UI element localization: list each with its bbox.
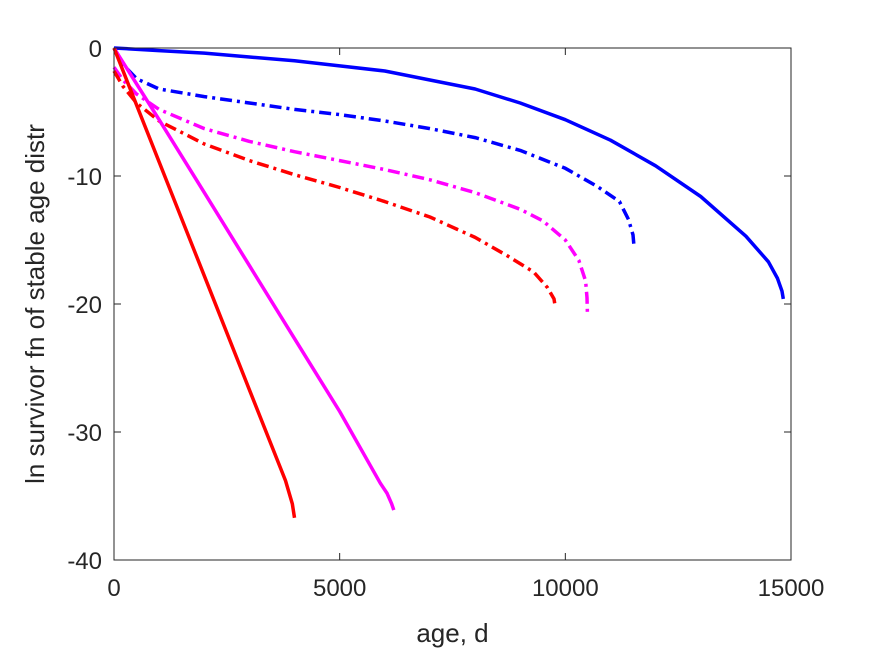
x-tick-label: 10000 (532, 575, 599, 602)
x-tick-label: 0 (107, 575, 120, 602)
x-tick-label: 15000 (758, 575, 825, 602)
y-tick-label: -20 (67, 292, 102, 319)
y-tick-label: -10 (67, 164, 102, 191)
series-line-3 (112, 66, 590, 314)
tick-layer: 0 5000 10000 15000 -40 -30 -20 -10 0 (67, 36, 824, 602)
series-line-2 (112, 47, 636, 246)
y-axis-label: ln survivor fn of stable age distr (20, 124, 50, 484)
series-line-6 (112, 47, 297, 519)
series-line-1 (113, 46, 786, 300)
series-layer (112, 46, 786, 519)
x-tick-label: 5000 (313, 575, 366, 602)
series-line-4 (112, 70, 558, 309)
x-axis-label: age, d (416, 618, 488, 648)
y-tick-label: 0 (89, 36, 102, 63)
series-line-5 (112, 47, 396, 511)
y-tick-label: -30 (67, 420, 102, 447)
y-tick-label: -40 (67, 548, 102, 575)
